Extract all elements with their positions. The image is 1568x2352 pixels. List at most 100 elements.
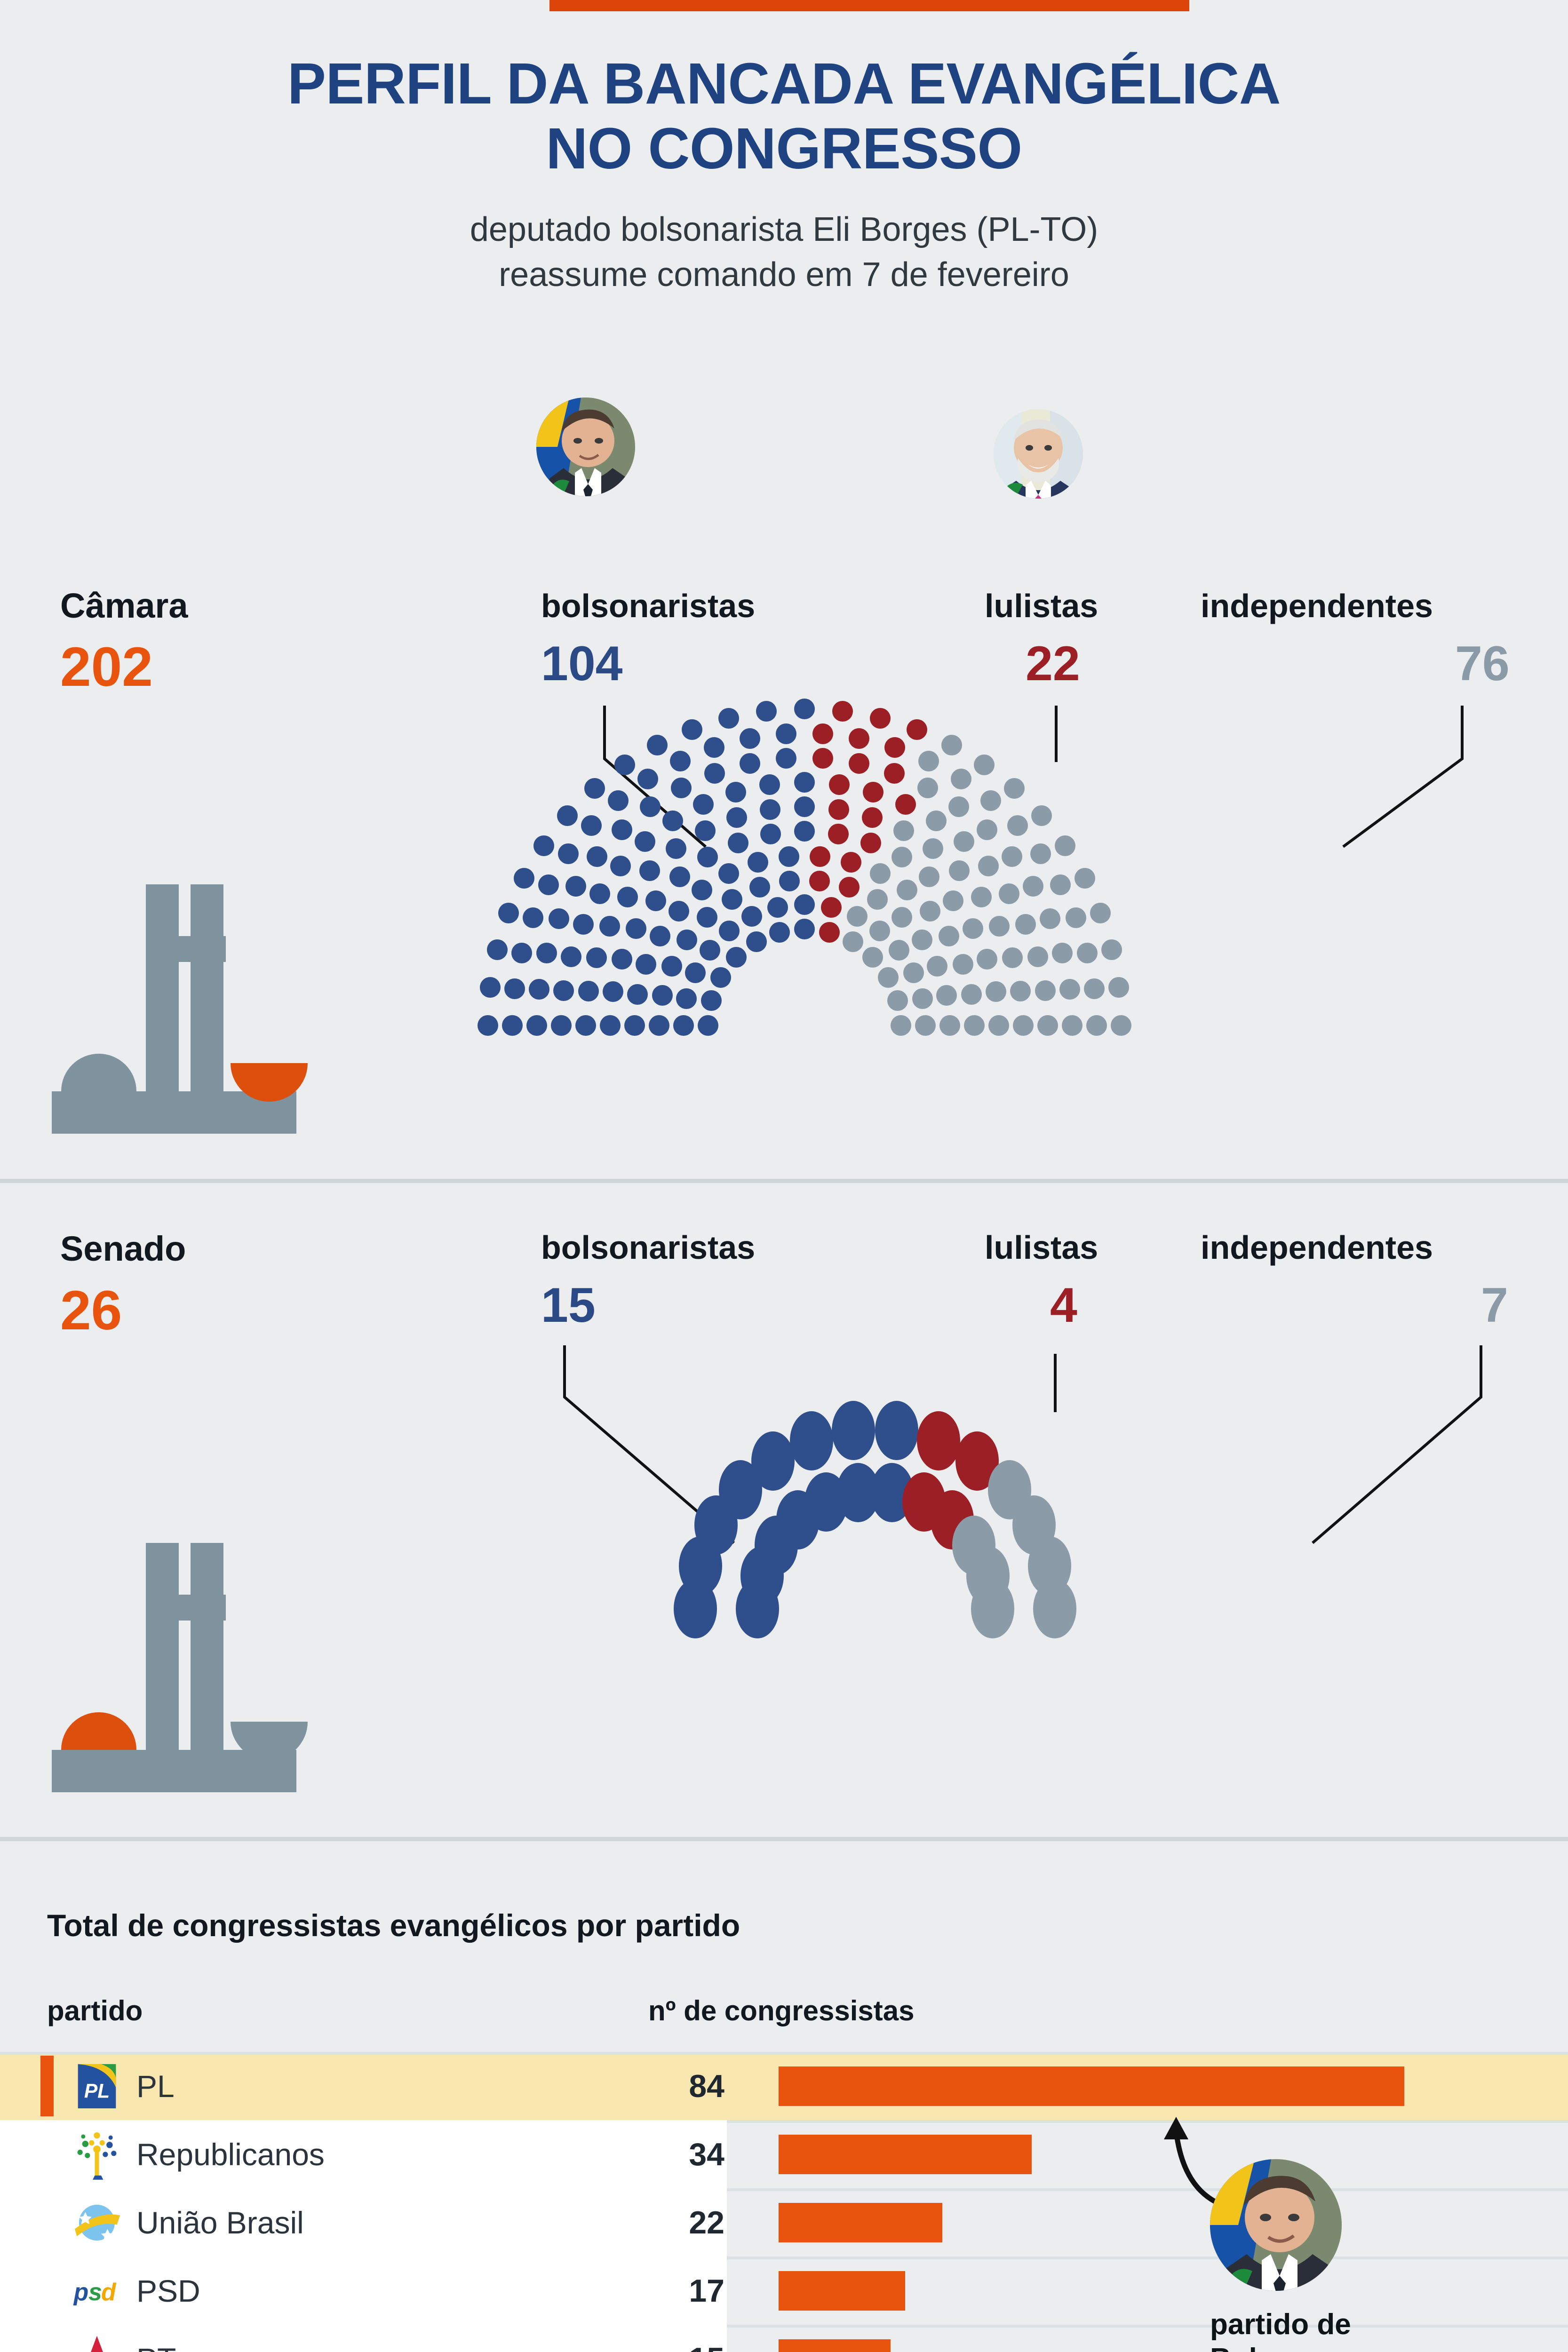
parliament-seat [819,922,840,943]
parliament-seat [760,824,781,845]
row-left-background [0,2188,727,2257]
parliament-seat [1030,843,1051,864]
table-row[interactable]: p s d PSD 17 [0,2257,1568,2325]
parliament-seat [964,1015,985,1036]
parliament-seat [565,876,586,897]
parliament-seat [925,810,947,832]
parliament-seat [948,860,970,882]
group-value-senado-lulistas: 4 [1050,1278,1077,1333]
parliament-seat [828,824,849,845]
party-bar [779,2066,1404,2106]
party-bar [779,2202,943,2242]
party-name: União Brasil [136,2205,304,2240]
table-row[interactable]: PT PT 15 [0,2325,1568,2352]
parliament-seat [1101,939,1122,960]
table-row[interactable]: Republicanos 34 [0,2120,1568,2188]
group-value-senado-bolsonaristas: 15 [541,1278,596,1333]
parliament-seat [694,820,716,841]
party-count: 84 [689,2068,724,2104]
parliament-seat [697,907,718,928]
group-label-camara-bolsonaristas: bolsonaristas [541,588,756,624]
page-subtitle-line1: deputado bolsonarista Eli Borges (PL-TO) [470,211,1098,248]
parliament-seat [776,723,796,745]
parliament-seat [906,719,927,740]
parliament-seat [718,863,740,884]
parliament-seat [1033,1579,1076,1638]
row-separator [0,2257,1568,2259]
table-row[interactable]: União Brasil 22 [0,2188,1568,2257]
parliament-seat [586,846,607,867]
parliament-seat [697,847,718,868]
parliament-seat [479,977,501,998]
parliament-seat [671,777,692,798]
parliament-seat [848,753,869,774]
parliament-seat [869,921,891,942]
parliament-seat [912,988,933,1009]
party-count: 22 [689,2204,724,2241]
parliament-seat [704,737,725,758]
table-row[interactable]: PL PL 84 [0,2052,1568,2120]
parliament-seat [669,866,690,887]
house-name-camara: Câmara [60,586,188,625]
row-highlight-accent [40,2056,54,2116]
parliament-seat [662,810,684,832]
parliament-seat [1077,942,1098,963]
parliament-seat [918,751,939,772]
parliament-seat [538,874,559,895]
party-bar [779,2339,891,2352]
parliament-seat [650,925,671,946]
parliament-seat [923,838,944,859]
parliament-seat [549,908,570,930]
party-bar [779,2134,1032,2174]
party-name: PSD [136,2273,200,2308]
column-header-party: partido [47,1995,143,2026]
parliament-seat [760,799,781,820]
parliament-seat [700,939,721,961]
row-separator [0,2188,1568,2191]
parliament-seat [831,1400,875,1460]
parliament-seat [977,819,998,841]
parliament-seat [950,768,971,789]
parliament-seat [748,851,769,873]
parliament-seat [832,700,853,722]
page-subtitle: deputado bolsonarista Eli Borges (PL-TO)… [0,207,1568,298]
party-name: Republicanos [136,2137,325,2172]
parliament-seat [600,1015,621,1036]
parliament-seat [498,903,519,924]
parliament-seat [911,930,932,951]
section-divider-camara [0,1179,1568,1183]
parliament-seat [478,1015,498,1036]
parliament-seat [953,831,974,852]
parliament-seat [948,796,970,818]
parliament-seat [645,890,666,911]
parliament-seat [810,846,831,867]
parliament-seat [627,984,648,1005]
parliament-seat [849,728,870,749]
group-value-senado-independentes: 7 [1481,1278,1508,1333]
parliament-seat [502,1015,523,1036]
parliament-seat [891,1015,911,1036]
parliament-seat [677,930,697,951]
parliament-seat [971,1579,1014,1638]
parliament-seat [1108,977,1130,998]
row-separator [0,2052,1568,2055]
parliament-seat [917,777,938,798]
parliament-seat [581,815,602,836]
parliament-seat [870,707,891,729]
parliament-seat [665,838,686,859]
parliament-seat [704,763,725,784]
parliament-seat [1004,778,1025,799]
republicanos-logo [71,2128,123,2181]
parliament-seat [669,900,690,922]
pt-logo: PT [71,2333,123,2352]
parliament-seat [533,835,555,856]
parliament-seat [504,978,525,1000]
page-title: PERFIL DA BANCADA EVANGÉLICA NO CONGRESS… [0,52,1568,182]
parliament-seat [779,870,800,891]
parliament-seat [985,981,1006,1002]
parliament-seat [751,1431,795,1491]
table-title: Total de congressistas evangélicos por p… [47,1908,740,1943]
parliament-seat [652,985,673,1006]
parliament-seat [726,807,748,828]
